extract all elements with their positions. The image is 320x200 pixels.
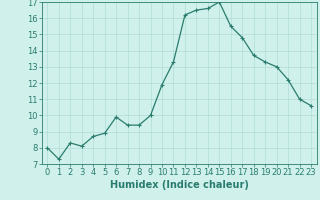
X-axis label: Humidex (Indice chaleur): Humidex (Indice chaleur) — [110, 180, 249, 190]
